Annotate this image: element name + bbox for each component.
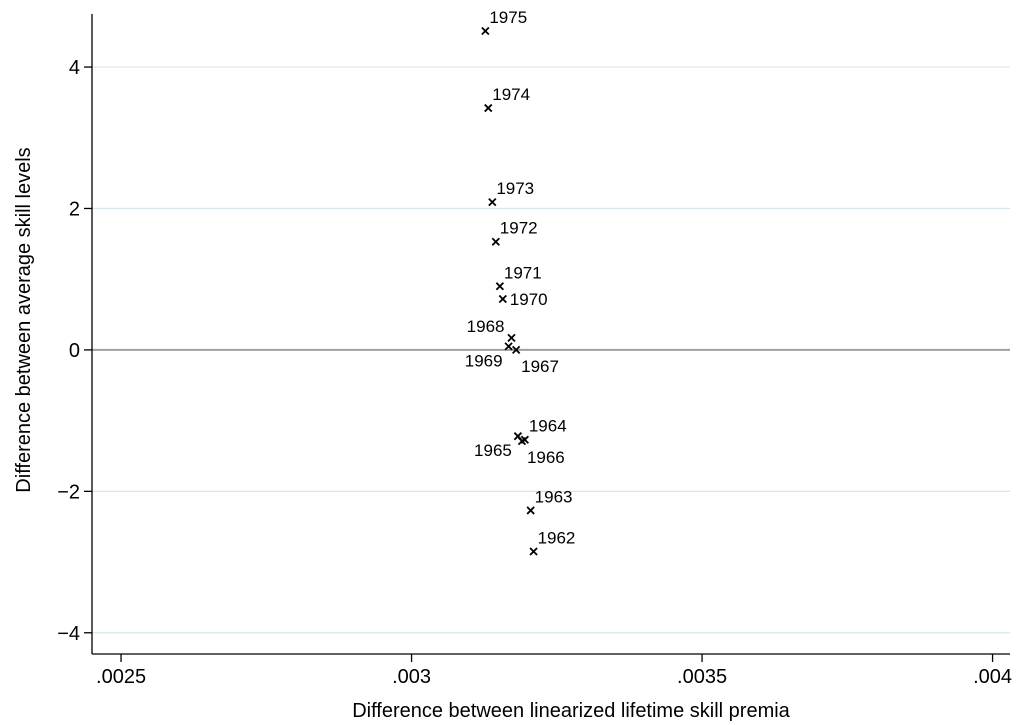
data-point: 1969 [465,342,513,370]
data-point: 1962 [529,528,576,556]
data-point: 1975 [481,8,527,36]
y-axis-title: Difference between average skill levels [13,147,35,492]
data-point: 1967 [512,345,559,376]
point-label: 1973 [496,179,534,198]
point-marker [498,294,507,304]
point-marker [491,237,500,246]
y-tick-label: −4 [57,623,80,645]
point-label: 1967 [521,357,559,376]
x-tick-label: .0035 [677,666,727,688]
point-label: 1968 [467,317,505,336]
point-label: 1970 [510,290,548,309]
point-label: 1965 [474,441,512,460]
data-point: 1964 [520,417,567,444]
y-tick-label: 0 [69,340,80,362]
point-label: 1969 [465,351,503,370]
x-tick-label: .0025 [96,666,146,688]
data-point: 1965 [474,432,523,460]
point-label: 1964 [529,417,567,436]
point-marker [512,345,521,355]
data-points: 1962 1963 1964 1965 1966 1967 1968 1969 1970 1971… [465,8,576,556]
point-marker [484,103,493,113]
data-point: 1970 [498,290,548,309]
point-label: 1963 [535,487,573,506]
data-point: 1974 [484,85,530,113]
point-marker [481,26,490,36]
data-point: 1966 [517,437,565,467]
point-marker [495,282,505,291]
data-point: 1971 [495,263,542,291]
point-marker [507,333,516,343]
y-tick-label: 4 [69,57,80,79]
data-point: 1963 [526,487,573,515]
point-marker [529,547,538,556]
x-tick-label: .003 [392,666,431,688]
x-axis-title: Difference between linearized lifetime s… [352,700,790,722]
point-marker [517,437,527,446]
point-label: 1972 [500,219,538,238]
point-label: 1966 [527,448,565,467]
gridlines [92,66,1010,634]
data-point: 1973 [488,179,534,207]
point-marker [513,432,523,441]
point-label: 1962 [538,528,576,547]
y-tick-label: 2 [69,198,80,220]
point-marker [526,506,535,515]
point-marker [504,342,513,351]
y-tick-label: −2 [57,481,80,503]
x-tick-label: .004 [973,666,1012,688]
data-point: 1972 [491,219,538,246]
point-label: 1971 [504,263,542,282]
point-label: 1975 [489,8,527,27]
axes: −4 −2 0 2 4 .0025 .003 .0035 .004 [57,14,1012,688]
data-point: 1968 [467,317,516,343]
point-marker [488,197,497,207]
point-label: 1974 [492,85,530,104]
